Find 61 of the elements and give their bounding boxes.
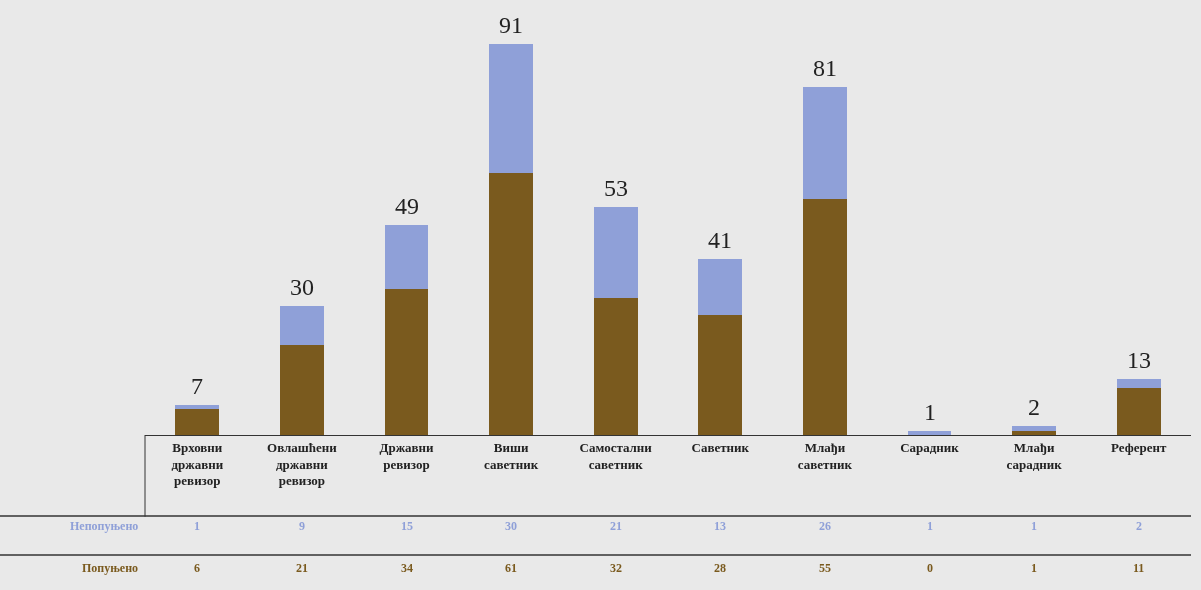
x-tick-label: Саветник — [691, 439, 750, 455]
x-tick-label: Сарадник — [900, 439, 960, 455]
bar — [802, 198, 847, 435]
bar — [384, 288, 429, 435]
data-label: 11 — [1133, 561, 1145, 575]
x-tick-label: Врховни државни ревизор — [171, 439, 224, 489]
bar — [698, 258, 743, 315]
x-tick-label: Референт — [1111, 439, 1167, 455]
text: Непопуњено — [70, 519, 139, 533]
bar — [489, 172, 534, 435]
bar — [279, 344, 324, 435]
data-label: 1 — [1031, 519, 1037, 533]
data-label: 55 — [819, 561, 831, 575]
data-label: 21 — [610, 519, 622, 533]
total-label: 13 — [1127, 347, 1151, 373]
bar — [279, 306, 324, 345]
data-label: 26 — [819, 519, 831, 533]
data-label: 32 — [610, 561, 622, 575]
text: Попуњено — [82, 561, 139, 575]
bar — [802, 87, 847, 199]
total-label: 2 — [1028, 394, 1040, 420]
total-label: 49 — [395, 193, 419, 219]
x-tick-label: Виши саветник — [484, 439, 539, 472]
bar — [593, 207, 638, 298]
data-label: 6 — [194, 561, 200, 575]
bar — [1012, 430, 1057, 435]
total-label: 7 — [191, 373, 203, 399]
x-tick-label: Државни ревизор — [379, 439, 435, 472]
data-label: 2 — [1136, 519, 1142, 533]
data-label: 15 — [401, 519, 413, 533]
total-label: 41 — [708, 227, 732, 253]
bar — [1116, 387, 1161, 435]
data-label: 0 — [927, 561, 933, 575]
total-label: 91 — [499, 12, 523, 38]
data-label: 61 — [505, 561, 517, 575]
bar — [698, 314, 743, 435]
bar — [1116, 379, 1161, 388]
total-label: 1 — [924, 399, 936, 425]
data-label: 21 — [296, 561, 308, 575]
bar — [175, 409, 220, 435]
data-label: 1 — [1031, 561, 1037, 575]
total-label: 81 — [813, 55, 837, 81]
bar — [1012, 426, 1057, 431]
data-label: 9 — [299, 519, 305, 533]
data-label: 13 — [714, 519, 726, 533]
bar — [489, 44, 534, 173]
data-label: 1 — [194, 519, 200, 533]
data-label: 34 — [401, 561, 413, 575]
bar — [384, 224, 429, 289]
bar — [907, 430, 952, 435]
bar — [593, 297, 638, 435]
data-label: 28 — [714, 561, 726, 575]
x-tick-label: Овлашћени државни ревизор — [267, 439, 338, 489]
x-tick-label: Млађи сарадник — [1006, 439, 1063, 472]
x-tick-label: Млађи саветник — [797, 439, 853, 472]
bar — [175, 404, 220, 410]
total-label: 30 — [290, 274, 314, 300]
x-tick-label: Самостални саветник — [579, 439, 653, 472]
data-label: 1 — [927, 519, 933, 533]
total-label: 53 — [604, 175, 628, 201]
data-label: 30 — [505, 519, 517, 533]
